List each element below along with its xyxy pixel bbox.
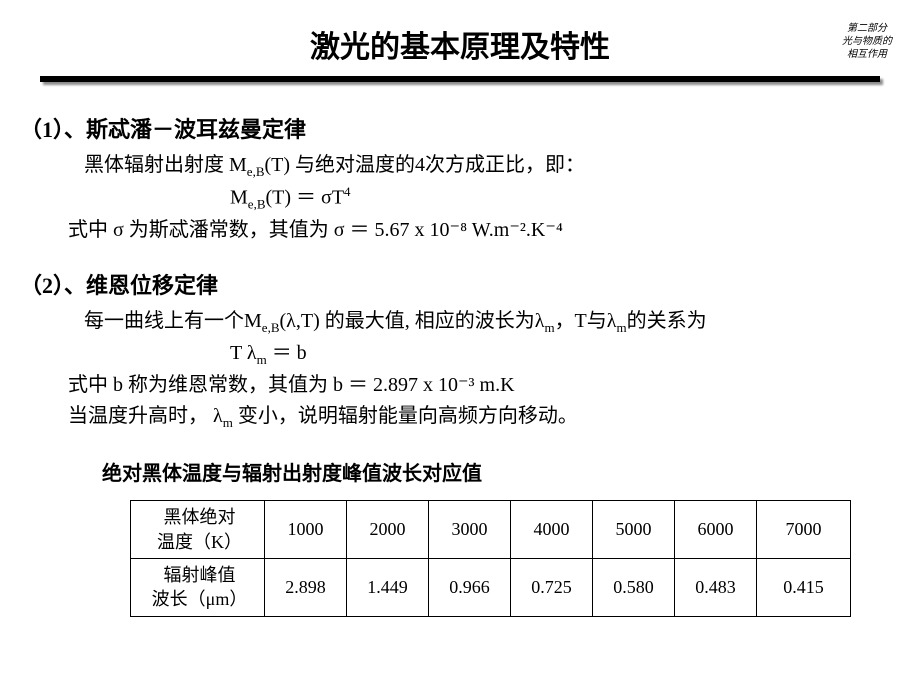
text: (T) ＝ σT (266, 187, 345, 209)
text: 黑体辐射出射度 M (84, 154, 247, 176)
temp-cell: 3000 (429, 501, 511, 559)
subscript: e,B (248, 197, 266, 212)
subscript: e,B (247, 164, 265, 179)
subscript: m (223, 415, 233, 430)
content: （1）、斯忒潘－波耳兹曼定律 黑体辐射出射度 Me,B(T) 与绝对温度的4次方… (0, 82, 920, 617)
section-1-line-1: 黑体辐射出射度 Me,B(T) 与绝对温度的4次方成正比，即： (84, 150, 900, 182)
table-row: 黑体绝对 温度（K） 1000 2000 3000 4000 5000 6000… (131, 501, 851, 559)
page-title: 激光的基本原理及特性 (310, 22, 610, 66)
text: ＝ b (267, 342, 307, 364)
label-line-1: 黑体绝对 (164, 507, 236, 527)
wavelength-cell: 0.415 (757, 558, 851, 616)
subscript: m (544, 320, 554, 335)
corner-note: 第二部分 光与物质的 相互作用 (842, 22, 892, 61)
table-title: 绝对黑体温度与辐射出射度峰值波长对应值 (102, 457, 900, 486)
section-2: （2）、维恩位移定律 每一曲线上有一个Me,B(λ,T) 的最大值, 相应的波长… (20, 268, 900, 433)
text: (T) 与绝对温度的4次方成正比，即： (265, 154, 586, 176)
section-1-heading: （1）、斯忒潘－波耳兹曼定律 (20, 112, 900, 144)
corner-line-3: 相互作用 (842, 48, 892, 61)
row-1-label: 黑体绝对 温度（K） (131, 501, 265, 559)
section-1-line-2: 式中 σ 为斯忒潘常数，其值为 σ ＝ 5.67 x 10⁻⁸ W.m⁻².K⁻… (68, 215, 900, 246)
subscript: m (616, 320, 626, 335)
data-table: 黑体绝对 温度（K） 1000 2000 3000 4000 5000 6000… (130, 500, 851, 616)
text: 当温度升高时， λ (68, 405, 223, 427)
title-rule (40, 76, 880, 82)
corner-line-2: 光与物质的 (842, 35, 892, 48)
subscript: m (257, 352, 267, 367)
text: 变小，说明辐射能量向高频方向移动。 (233, 405, 578, 427)
section-2-line-1: 每一曲线上有一个Me,B(λ,T) 的最大值, 相应的波长为λm，T与λm的关系… (84, 306, 900, 338)
section-1: （1）、斯忒潘－波耳兹曼定律 黑体辐射出射度 Me,B(T) 与绝对温度的4次方… (20, 112, 900, 246)
section-2-line-2: 式中 b 称为维恩常数，其值为 b ＝ 2.897 x 10⁻³ m.K (68, 370, 900, 401)
wavelength-cell: 0.725 (511, 558, 593, 616)
wavelength-cell: 0.483 (675, 558, 757, 616)
temp-cell: 1000 (265, 501, 347, 559)
page-header: 激光的基本原理及特性 第二部分 光与物质的 相互作用 (0, 0, 920, 82)
section-2-heading: （2）、维恩位移定律 (20, 268, 900, 300)
wavelength-cell: 0.580 (593, 558, 675, 616)
text: M (230, 187, 248, 209)
temp-cell: 5000 (593, 501, 675, 559)
label-line-2: 波长（μm） (152, 589, 248, 609)
temp-cell: 7000 (757, 501, 851, 559)
text: 每一曲线上有一个M (84, 310, 262, 332)
text: ，T与λ (555, 310, 617, 332)
label-line-2: 温度（K） (157, 532, 242, 552)
subscript: e,B (262, 320, 280, 335)
label-line-1: 辐射峰值 (164, 565, 236, 585)
corner-line-1: 第二部分 (842, 22, 892, 35)
wavelength-cell: 0.966 (429, 558, 511, 616)
section-2-line-3: 当温度升高时， λm 变小，说明辐射能量向高频方向移动。 (68, 401, 900, 433)
section-2-formula: T λm ＝ b (230, 338, 900, 370)
text: (λ,T) 的最大值, 相应的波长为λ (280, 310, 545, 332)
temp-cell: 2000 (347, 501, 429, 559)
temp-cell: 6000 (675, 501, 757, 559)
wavelength-cell: 1.449 (347, 558, 429, 616)
wavelength-cell: 2.898 (265, 558, 347, 616)
superscript: 4 (344, 184, 351, 199)
text: T λ (230, 342, 257, 364)
section-1-formula: Me,B(T) ＝ σT4 (230, 182, 900, 215)
text: 的关系为 (627, 310, 707, 332)
row-2-label: 辐射峰值 波长（μm） (131, 558, 265, 616)
table-row: 辐射峰值 波长（μm） 2.898 1.449 0.966 0.725 0.58… (131, 558, 851, 616)
temp-cell: 4000 (511, 501, 593, 559)
